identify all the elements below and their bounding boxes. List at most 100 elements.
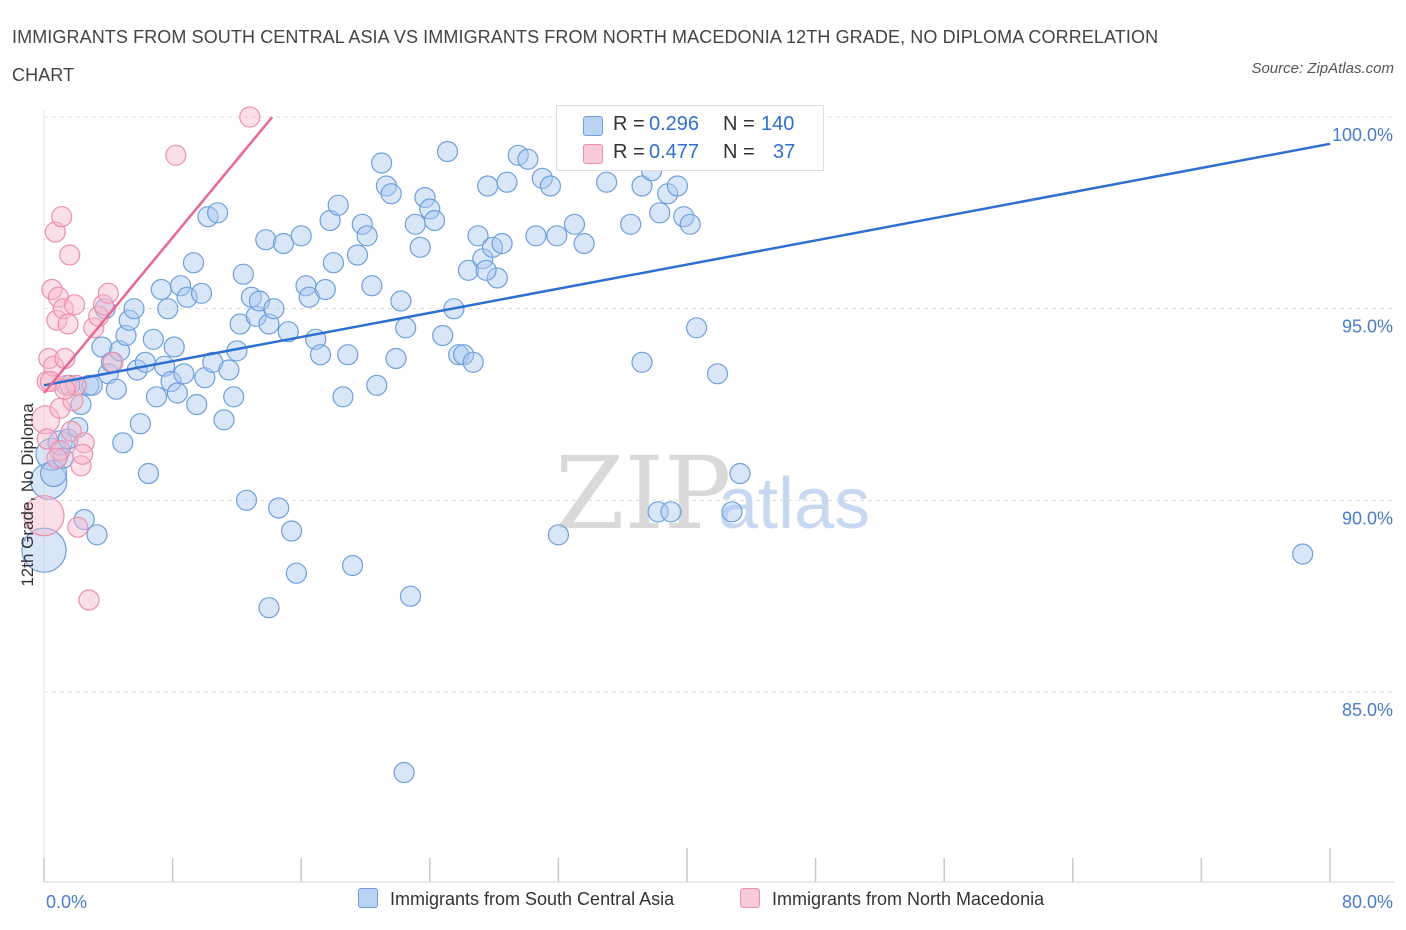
stats-legend-row-north-macedonia: R = 0.477 N = 37 [557, 139, 823, 167]
point-south-central-asia [118, 309, 140, 331]
point-south-central-asia [142, 328, 164, 350]
point-south-central-asia [531, 167, 553, 189]
point-south-central-asia [385, 347, 407, 370]
x-tick-label-min: 0.0% [46, 892, 87, 912]
point-south-central-asia [366, 374, 388, 396]
point-south-central-asia [563, 213, 586, 235]
point-south-central-asia [404, 213, 426, 235]
trend-line-south-central-asia [43, 142, 1331, 387]
point-south-central-asia [371, 152, 393, 174]
point-north-macedonia [63, 294, 86, 316]
point-south-central-asia [346, 244, 369, 266]
legend-r-value: 0.477 [649, 141, 700, 163]
point-south-central-asia [207, 202, 229, 224]
point-south-central-asia [424, 209, 446, 232]
x-tick-label-max: 80.0% [1342, 892, 1393, 912]
point-north-macedonia [46, 447, 68, 469]
point-north-macedonia [92, 294, 115, 316]
legend-swatch-pink [740, 888, 760, 908]
y-tick-label: 85.0% [1342, 700, 1393, 720]
point-south-central-asia [105, 378, 127, 400]
stats-legend: R = 0.296 N = 140 R = 0.477 N = 37 [556, 105, 824, 171]
point-south-central-asia [91, 336, 113, 358]
point-south-central-asia [457, 259, 479, 281]
point-south-central-asia [337, 344, 359, 366]
point-south-central-asia [547, 524, 570, 546]
trend-lines [43, 116, 1331, 394]
point-south-central-asia [467, 225, 489, 247]
y-axis-label: 12th Grade, No Diploma [18, 403, 37, 587]
point-south-central-asia [21, 527, 67, 573]
chart-source: Source: ZipAtlas.com [1251, 60, 1394, 77]
point-south-central-asia [281, 520, 303, 542]
point-south-central-asia [213, 409, 235, 431]
point-north-macedonia [165, 144, 187, 166]
point-south-central-asia [123, 298, 145, 320]
point-south-central-asia [491, 232, 513, 255]
legend-label: Immigrants from South Central Asia [390, 889, 675, 909]
point-south-central-asia [631, 351, 653, 373]
stats-legend-row-south-central-asia: R = 0.296 N = 140 [557, 111, 823, 139]
watermark-atlas: atlas [718, 464, 870, 544]
point-south-central-asia [477, 175, 499, 197]
legend-n-label: N = [723, 113, 755, 135]
legend-label: Immigrants from North Macedonia [772, 889, 1045, 909]
chart-title: IMMIGRANTS FROM SOUTH CENTRAL ASIA VS IM… [12, 27, 1159, 85]
point-south-central-asia [419, 198, 441, 220]
point-north-macedonia [83, 317, 105, 339]
point-south-central-asia [342, 554, 364, 577]
point-south-central-asia [380, 183, 402, 205]
point-south-central-asia [666, 175, 689, 197]
point-south-central-asia [332, 386, 354, 408]
point-south-central-asia [223, 386, 245, 408]
point-south-central-asia [258, 597, 280, 619]
point-north-macedonia [46, 309, 68, 331]
trend-line-north-macedonia [43, 116, 274, 394]
point-south-central-asia [235, 489, 258, 511]
point-south-central-asia [327, 194, 349, 216]
point-south-central-asia [160, 370, 182, 393]
point-south-central-asia [647, 501, 669, 523]
point-south-central-asia [290, 225, 312, 247]
point-north-macedonia [67, 516, 89, 538]
point-south-central-asia [356, 225, 378, 247]
point-south-central-asia [486, 267, 508, 289]
point-south-central-asia [436, 140, 459, 163]
point-south-central-asia [285, 562, 307, 584]
point-south-central-asia [462, 351, 484, 373]
point-south-central-asia [393, 761, 415, 784]
point-south-central-asia [134, 351, 156, 373]
point-south-central-asia [277, 321, 299, 343]
point-south-central-asia [182, 252, 205, 274]
point-north-macedonia [97, 282, 119, 304]
point-south-central-asia [399, 585, 422, 607]
data-points [21, 106, 1314, 784]
point-north-macedonia [57, 313, 79, 335]
point-south-central-asia [268, 497, 290, 519]
legend-r-value: 0.296 [649, 113, 700, 135]
point-south-central-asia [112, 432, 134, 454]
point-south-central-asia [163, 336, 185, 358]
point-south-central-asia [395, 317, 417, 339]
y-tick-label: 100.0% [1332, 125, 1393, 145]
point-south-central-asia [145, 386, 168, 408]
point-north-macedonia [70, 455, 92, 477]
legend-n-value: 37 [773, 141, 796, 163]
y-tick-label: 90.0% [1342, 508, 1393, 528]
series-legend-south-central-asia: Immigrants from South Central Asia [358, 888, 674, 910]
point-south-central-asia [272, 232, 295, 255]
point-south-central-asia [390, 290, 412, 312]
point-north-macedonia [102, 351, 124, 373]
point-south-central-asia [351, 213, 373, 235]
watermark: ZIP atlas [555, 435, 870, 552]
point-north-macedonia [78, 589, 100, 611]
point-north-macedonia [239, 106, 261, 128]
point-south-central-asia [255, 229, 277, 251]
point-north-macedonia [23, 495, 65, 537]
point-south-central-asia [496, 171, 518, 193]
point-south-central-asia [309, 344, 332, 366]
point-north-macedonia [73, 432, 95, 454]
point-south-central-asia [721, 501, 743, 523]
point-south-central-asia [322, 252, 344, 274]
point-south-central-asia [232, 263, 254, 285]
